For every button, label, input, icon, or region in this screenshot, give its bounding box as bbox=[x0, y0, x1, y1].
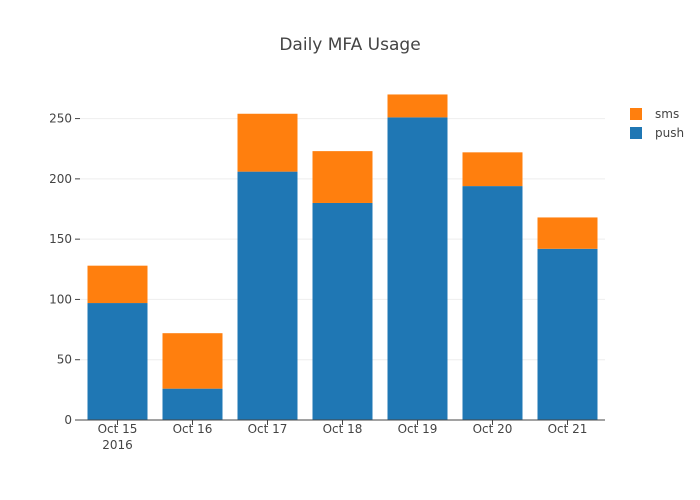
y-tick-label: 50 bbox=[57, 353, 72, 367]
bar-push bbox=[387, 117, 448, 420]
bars bbox=[87, 94, 598, 420]
x-tick-label: Oct 18 bbox=[323, 422, 363, 436]
legend-swatch bbox=[630, 108, 642, 120]
x-year-label: 2016 bbox=[102, 438, 133, 452]
bar-push bbox=[162, 388, 223, 420]
bar-sms bbox=[312, 151, 373, 203]
bar-sms bbox=[537, 217, 598, 249]
bar-sms bbox=[162, 333, 223, 389]
axes: 0 50 100 150 200 250 Oct 15 2016 Oct 16 Oct 17 Oct… bbox=[49, 112, 605, 452]
bar-push bbox=[87, 303, 148, 420]
bar-push bbox=[537, 248, 598, 420]
x-tick-label: Oct 19 bbox=[398, 422, 438, 436]
bar-sms bbox=[387, 94, 448, 118]
legend-label: push bbox=[655, 126, 684, 140]
y-tick-label: 0 bbox=[64, 413, 72, 427]
y-tick-label: 150 bbox=[49, 232, 72, 246]
bar-push bbox=[312, 202, 373, 420]
y-tick-label: 250 bbox=[49, 112, 72, 126]
legend-item-push[interactable]: push bbox=[630, 126, 684, 140]
chart-title: Daily MFA Usage bbox=[279, 35, 420, 55]
bar-sms bbox=[87, 265, 148, 304]
y-tick-label: 200 bbox=[49, 172, 72, 186]
x-tick-label: Oct 20 bbox=[473, 422, 513, 436]
x-tick-label: Oct 17 bbox=[248, 422, 288, 436]
y-tick-label: 100 bbox=[49, 292, 72, 306]
bar-push bbox=[462, 186, 523, 420]
x-tick-label: Oct 15 bbox=[98, 422, 138, 436]
bar-push bbox=[237, 171, 298, 420]
legend-swatch bbox=[630, 127, 642, 139]
x-tick-label: Oct 21 bbox=[548, 422, 588, 436]
bar-sms bbox=[462, 152, 523, 187]
legend: sms push bbox=[630, 107, 684, 140]
bar-sms bbox=[237, 113, 298, 172]
legend-label: sms bbox=[655, 107, 679, 121]
x-tick-label: Oct 16 bbox=[173, 422, 213, 436]
legend-item-sms[interactable]: sms bbox=[630, 107, 679, 121]
